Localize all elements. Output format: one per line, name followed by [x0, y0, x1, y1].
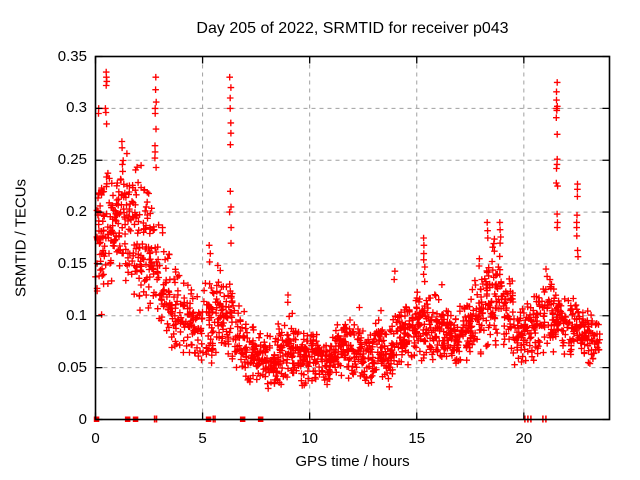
chart-title: Day 205 of 2022, SRMTID for receiver p04… [196, 20, 509, 37]
y-tick-label: 0 [78, 410, 87, 428]
y-tick-label: 0.25 [57, 151, 87, 169]
x-tick-label: 0 [91, 430, 100, 447]
x-axis-title: GPS time / hours [295, 453, 410, 470]
x-tick-label: 10 [301, 430, 318, 447]
y-tick-label: 0.2 [66, 203, 87, 221]
y-tick-label: 0.3 [66, 99, 87, 117]
y-tick-label: 0.1 [66, 306, 87, 324]
x-tick-label: 15 [408, 430, 426, 447]
y-tick-label: 0.35 [57, 47, 87, 65]
y-tick-label: 0.05 [57, 358, 87, 376]
scatter-points [92, 68, 603, 392]
plot-border [94, 55, 611, 421]
x-tick-label: 20 [515, 430, 533, 447]
x-tick-label: 5 [198, 430, 207, 447]
y-tick-label: 0.15 [57, 254, 87, 272]
